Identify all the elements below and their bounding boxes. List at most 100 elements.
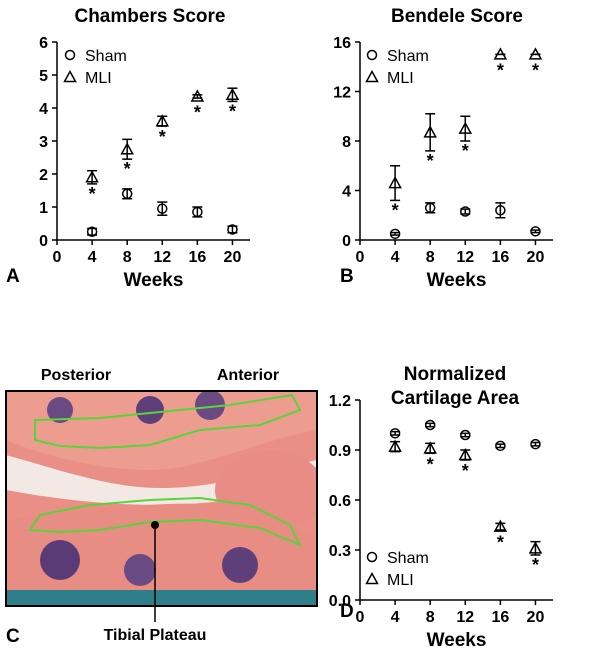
legend-label: MLI: [387, 70, 414, 87]
x-tick-label: 0: [356, 609, 365, 626]
y-tick-label: 12: [333, 85, 351, 102]
panel-letter: A: [6, 266, 20, 287]
circle-marker: [424, 419, 436, 431]
x-axis-label: Weeks: [427, 270, 487, 291]
y-tick-label: 6: [39, 35, 48, 52]
triangle-marker: [388, 176, 402, 189]
circle-marker: [495, 440, 506, 452]
panel-letter: D: [340, 601, 354, 622]
panel-letter: B: [340, 266, 354, 287]
significance-mark: *: [497, 60, 504, 80]
triangle-marker: [190, 89, 205, 102]
x-tick-label: 4: [391, 609, 400, 626]
image-label: Posterior: [41, 367, 111, 384]
triangle-marker: [528, 47, 543, 60]
x-tick-label: 20: [224, 249, 242, 266]
circle-marker: [424, 202, 436, 214]
circle-marker: [530, 226, 541, 237]
x-tick-label: 16: [188, 249, 206, 266]
y-tick-label: 4: [342, 184, 351, 201]
x-tick-label: 8: [426, 249, 435, 266]
x-tick-label: 12: [456, 609, 474, 626]
legend-marker: [366, 551, 378, 563]
y-tick-label: 3: [39, 134, 48, 151]
significance-mark: *: [427, 454, 434, 474]
chart-title: Bendele Score: [391, 6, 523, 27]
significance-mark: *: [497, 533, 504, 553]
significance-mark: *: [532, 555, 539, 575]
image-label: Tibial Plateau: [104, 627, 207, 644]
y-tick-label: 8: [342, 134, 351, 151]
x-tick-label: 4: [88, 249, 97, 266]
circle-marker: [227, 224, 238, 235]
x-tick-label: 4: [391, 249, 400, 266]
x-tick-label: 8: [123, 249, 132, 266]
y-tick-label: 0.9: [329, 443, 351, 460]
y-tick-label: 1: [39, 200, 48, 217]
circle-marker: [389, 228, 401, 240]
x-tick-label: 16: [491, 609, 509, 626]
triangle-marker: [120, 142, 134, 155]
x-tick-label: 20: [527, 609, 545, 626]
significance-mark: *: [462, 461, 469, 481]
significance-mark: *: [89, 184, 96, 204]
significance-mark: *: [392, 200, 399, 220]
chart-title: Chambers Score: [74, 6, 225, 27]
circle-marker: [121, 188, 133, 200]
triangle-marker: [493, 519, 508, 532]
x-tick-label: 16: [491, 249, 509, 266]
triangle-marker: [155, 114, 170, 127]
circle-marker: [389, 428, 401, 439]
x-tick-label: 8: [426, 609, 435, 626]
y-tick-label: 0.0: [329, 593, 351, 610]
legend-label: Sham: [387, 550, 429, 567]
legend-marker: [63, 69, 77, 83]
significance-mark: *: [532, 60, 539, 80]
y-tick-label: 4: [39, 101, 48, 118]
y-tick-label: 0: [342, 233, 351, 250]
x-tick-label: 12: [153, 249, 171, 266]
legend-marker: [365, 69, 379, 83]
circle-marker: [460, 429, 471, 441]
triangle-marker: [423, 441, 437, 454]
image-label: Anterior: [217, 367, 279, 384]
legend-marker: [365, 571, 379, 585]
legend-label: MLI: [387, 572, 414, 589]
y-tick-label: 5: [39, 68, 48, 85]
y-tick-label: 0.6: [329, 493, 351, 510]
image-frame: [5, 390, 318, 607]
x-tick-label: 0: [53, 249, 62, 266]
significance-mark: *: [124, 159, 131, 179]
legend-label: Sham: [85, 48, 127, 65]
y-tick-label: 16: [333, 35, 351, 52]
significance-mark: *: [159, 127, 166, 147]
triangle-marker: [388, 439, 402, 452]
triangle-marker: [85, 170, 99, 183]
triangle-marker: [493, 47, 508, 60]
y-tick-label: 1.2: [329, 393, 351, 410]
triangle-marker: [528, 541, 543, 554]
circle-marker: [192, 206, 203, 218]
circle-marker: [495, 205, 506, 216]
significance-mark: *: [462, 141, 469, 161]
legend-label: MLI: [85, 70, 112, 87]
triangle-marker: [225, 87, 240, 101]
legend-label: Sham: [387, 48, 429, 65]
y-tick-label: 0.3: [329, 543, 351, 560]
triangle-marker: [458, 121, 473, 134]
histology-image: [6, 391, 317, 606]
panel-letter: C: [6, 626, 20, 647]
circle-marker: [157, 203, 168, 214]
circle-marker: [530, 438, 541, 450]
significance-mark: *: [427, 151, 434, 171]
y-tick-label: 0: [39, 233, 48, 250]
y-tick-label: 2: [39, 167, 48, 184]
circle-marker: [86, 226, 98, 237]
x-tick-label: 20: [527, 249, 545, 266]
x-tick-label: 12: [456, 249, 474, 266]
circle-marker: [460, 206, 471, 217]
significance-mark: *: [229, 101, 236, 121]
legend-marker: [64, 49, 76, 61]
